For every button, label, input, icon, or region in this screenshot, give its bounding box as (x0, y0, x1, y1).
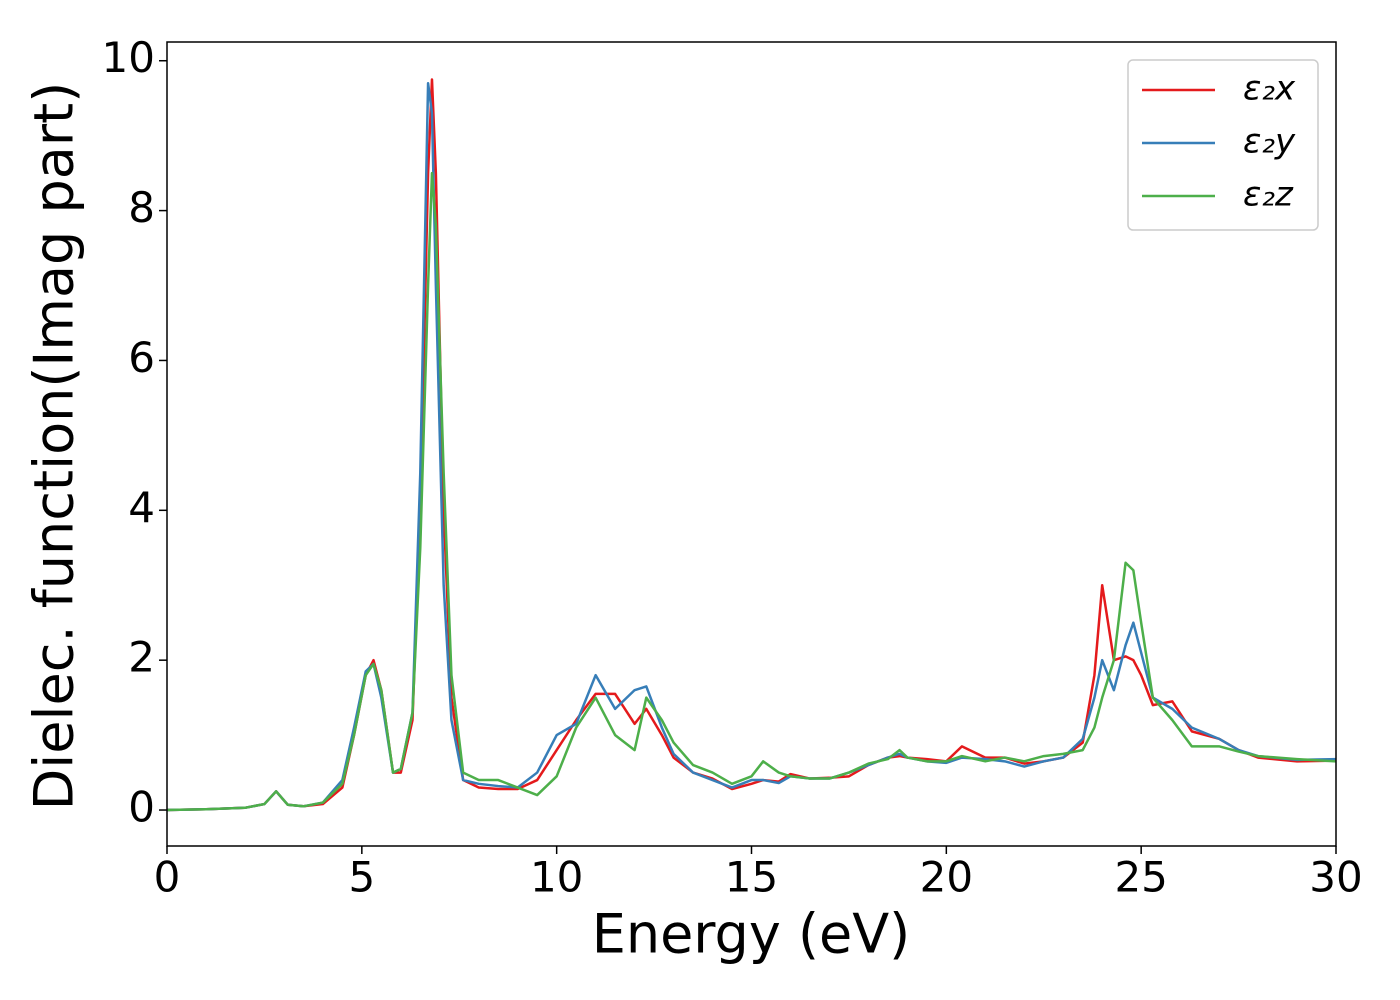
x-tick-label: 5 (348, 853, 375, 902)
x-tick-label: 10 (530, 853, 583, 902)
x-tick-label: 30 (1309, 853, 1362, 902)
data-line (167, 81, 1336, 812)
x-tick-label: 0 (154, 853, 181, 902)
x-tick-label: 20 (920, 853, 973, 902)
x-axis-label: Energy (eV) (592, 903, 911, 966)
y-tick-label: 8 (128, 183, 155, 232)
y-tick-label: 0 (128, 783, 155, 832)
x-tick-label: 15 (725, 853, 778, 902)
y-tick-label: 6 (128, 333, 155, 382)
data-line (167, 171, 1336, 812)
y-tick-label: 2 (128, 633, 155, 682)
x-tick-label: 25 (1114, 853, 1167, 902)
y-tick-label: 4 (128, 483, 155, 532)
legend-label: ε₂x (1243, 69, 1296, 109)
plot-frame (166, 41, 1337, 847)
legend-label: ε₂y (1243, 122, 1296, 162)
y-tick-label: 10 (102, 33, 155, 82)
y-axis-label: Dielec. function(Imag part) (23, 82, 86, 811)
legend-box (1127, 59, 1319, 231)
legend-label: ε₂z (1243, 175, 1294, 215)
